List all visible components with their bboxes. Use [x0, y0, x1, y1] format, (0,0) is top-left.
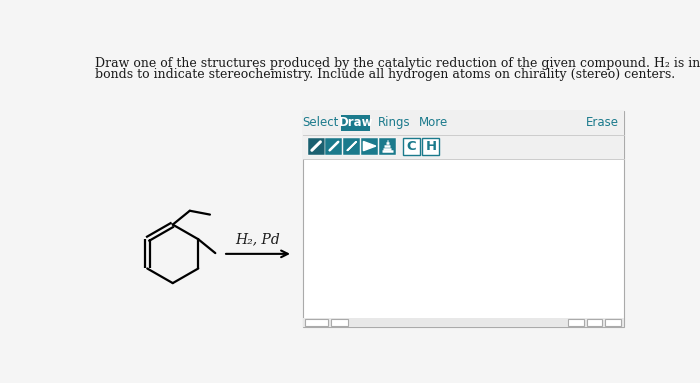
Bar: [304, 319, 328, 326]
Text: Rings: Rings: [378, 116, 411, 129]
Text: Draw: Draw: [338, 116, 373, 129]
Text: Select: Select: [302, 116, 338, 129]
Polygon shape: [363, 141, 376, 151]
Bar: [326, 137, 342, 154]
Bar: [568, 319, 584, 326]
Text: Erase: Erase: [586, 116, 619, 129]
Bar: [341, 115, 370, 131]
Text: C: C: [407, 139, 416, 152]
Bar: [343, 137, 360, 154]
Bar: [422, 137, 440, 154]
Text: More: More: [419, 116, 448, 129]
Bar: [303, 111, 624, 327]
Bar: [403, 137, 420, 154]
Text: H: H: [426, 139, 436, 152]
Bar: [331, 319, 348, 326]
Bar: [303, 318, 624, 327]
Bar: [587, 319, 602, 326]
Bar: [606, 319, 621, 326]
Text: H₂, Pd: H₂, Pd: [236, 232, 281, 246]
Bar: [379, 137, 396, 154]
Bar: [361, 137, 378, 154]
Text: Draw one of the structures produced by the catalytic reduction of the given comp: Draw one of the structures produced by t…: [95, 57, 700, 70]
Bar: [307, 137, 325, 154]
Bar: [303, 111, 624, 159]
Text: bonds to indicate stereochemistry. Include all hydrogen atoms on chirality (ster: bonds to indicate stereochemistry. Inclu…: [95, 67, 676, 80]
